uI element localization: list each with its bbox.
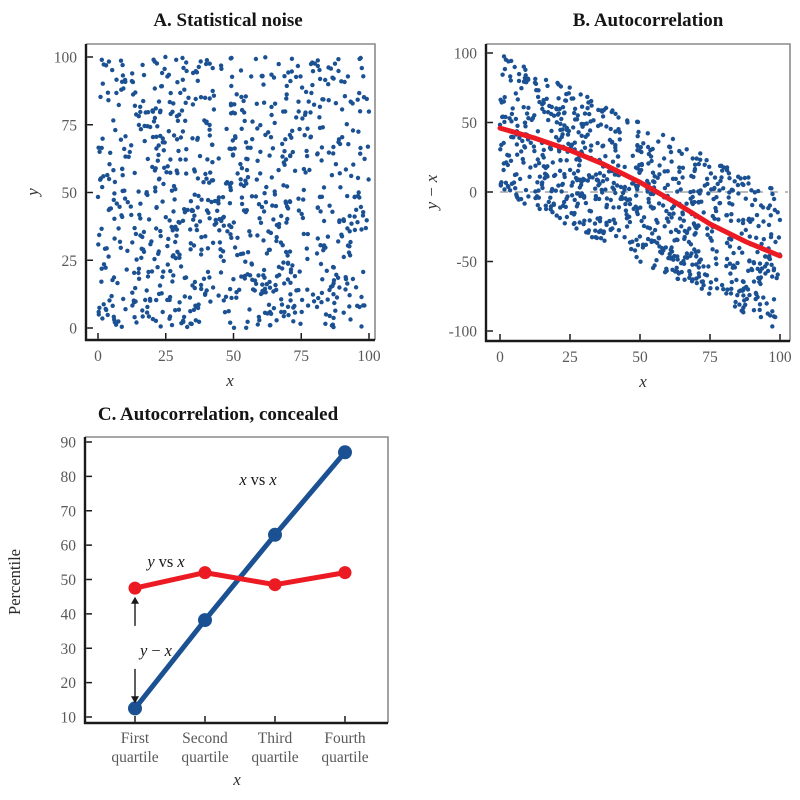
panel-c-title: C. Autocorrelation, concealed [98, 404, 339, 425]
svg-text:Second: Second [182, 730, 228, 747]
panel-a-x-axis-label: x [225, 371, 234, 390]
series-marker [338, 445, 352, 460]
panel-autocorrelation-concealed: 10 20 30 40 50 60 70 80 90 First quartile Second qua… [0, 400, 400, 800]
svg-text:Third: Third [258, 730, 293, 747]
svg-text:-100: -100 [449, 324, 478, 341]
series-marker [198, 613, 212, 628]
svg-text:60: 60 [61, 538, 77, 555]
svg-text:quartile: quartile [181, 749, 228, 766]
panel-a-points [95, 54, 372, 330]
svg-text:50: 50 [62, 185, 78, 202]
svg-text:40: 40 [61, 606, 77, 623]
svg-text:75: 75 [702, 349, 718, 366]
svg-text:50: 50 [61, 572, 77, 589]
panel-c-x-axis-label: x [232, 770, 241, 789]
svg-text:quartile: quartile [321, 749, 368, 766]
svg-text:20: 20 [61, 675, 77, 692]
annotation-y-minus-x-label: y − x [138, 641, 173, 660]
svg-text:0: 0 [469, 185, 477, 202]
panel-b-title: B. Autocorrelation [573, 10, 724, 31]
svg-text:80: 80 [61, 469, 77, 486]
series-marker [198, 566, 212, 580]
svg-text:75: 75 [294, 348, 310, 365]
autocorrelation-plot: 100 50 0 -50 -100 0 25 50 75 100 B. Autocorrelati… [422, 10, 792, 391]
svg-text:0: 0 [69, 321, 77, 338]
svg-text:10: 10 [61, 710, 77, 727]
statistical-noise-plot: 0 25 50 75 100 0 25 50 75 100 A. Statistical nois… [23, 10, 381, 390]
svg-text:50: 50 [226, 348, 242, 365]
svg-text:100: 100 [357, 348, 381, 365]
panel-b-points [497, 54, 783, 329]
svg-text:50: 50 [632, 349, 648, 366]
panel-b-x-axis-label: x [638, 372, 647, 391]
svg-text:First: First [121, 730, 150, 747]
series-line [132, 570, 348, 591]
panel-a-plot-layer: 0 25 50 75 100 0 25 50 75 100 [54, 43, 381, 365]
trend-line [497, 125, 783, 259]
panel-c-plot-layer: 10 20 30 40 50 60 70 80 90 First quartile Second qua… [61, 435, 389, 766]
series-marker [128, 581, 142, 595]
svg-text:0: 0 [94, 348, 102, 365]
series-marker [268, 578, 282, 592]
svg-text:0: 0 [496, 349, 504, 366]
panel-autocorrelation: 100 50 0 -50 -100 0 25 50 75 100 B. Autocorrelati… [400, 0, 800, 400]
svg-text:25: 25 [62, 253, 78, 270]
series-marker [268, 527, 282, 542]
svg-text:100: 100 [54, 50, 78, 67]
svg-text:50: 50 [462, 115, 478, 132]
svg-text:100: 100 [768, 349, 792, 366]
autocorrelation-concealed-plot: 10 20 30 40 50 60 70 80 90 First quartile Second qua… [5, 404, 389, 789]
panel-b-y-axis-label: y−x [422, 174, 441, 211]
svg-text:25: 25 [562, 349, 578, 366]
series-label-x-vs-x: x vs x [238, 470, 277, 489]
series-label-y-vs-x: y vs x [145, 552, 185, 571]
series-marker [338, 566, 352, 580]
panel-statistical-noise: 0 25 50 75 100 0 25 50 75 100 A. Statistical nois… [0, 0, 400, 400]
svg-text:Fourth: Fourth [324, 730, 366, 747]
svg-text:30: 30 [61, 641, 77, 658]
svg-text:quartile: quartile [111, 749, 158, 766]
svg-text:70: 70 [61, 503, 77, 520]
panel-a-y-axis-label: y [23, 188, 42, 198]
series-marker [128, 701, 142, 716]
panel-a-title: A. Statistical noise [153, 10, 302, 31]
svg-text:90: 90 [61, 435, 77, 452]
svg-text:-50: -50 [456, 254, 477, 271]
svg-text:25: 25 [158, 348, 174, 365]
panel-b-plot-layer: 100 50 0 -50 -100 0 25 50 75 100 [449, 43, 792, 366]
svg-text:100: 100 [454, 46, 478, 63]
svg-text:75: 75 [62, 117, 78, 134]
svg-text:quartile: quartile [251, 749, 298, 766]
panel-c-y-axis-label: Percentile [5, 549, 24, 615]
